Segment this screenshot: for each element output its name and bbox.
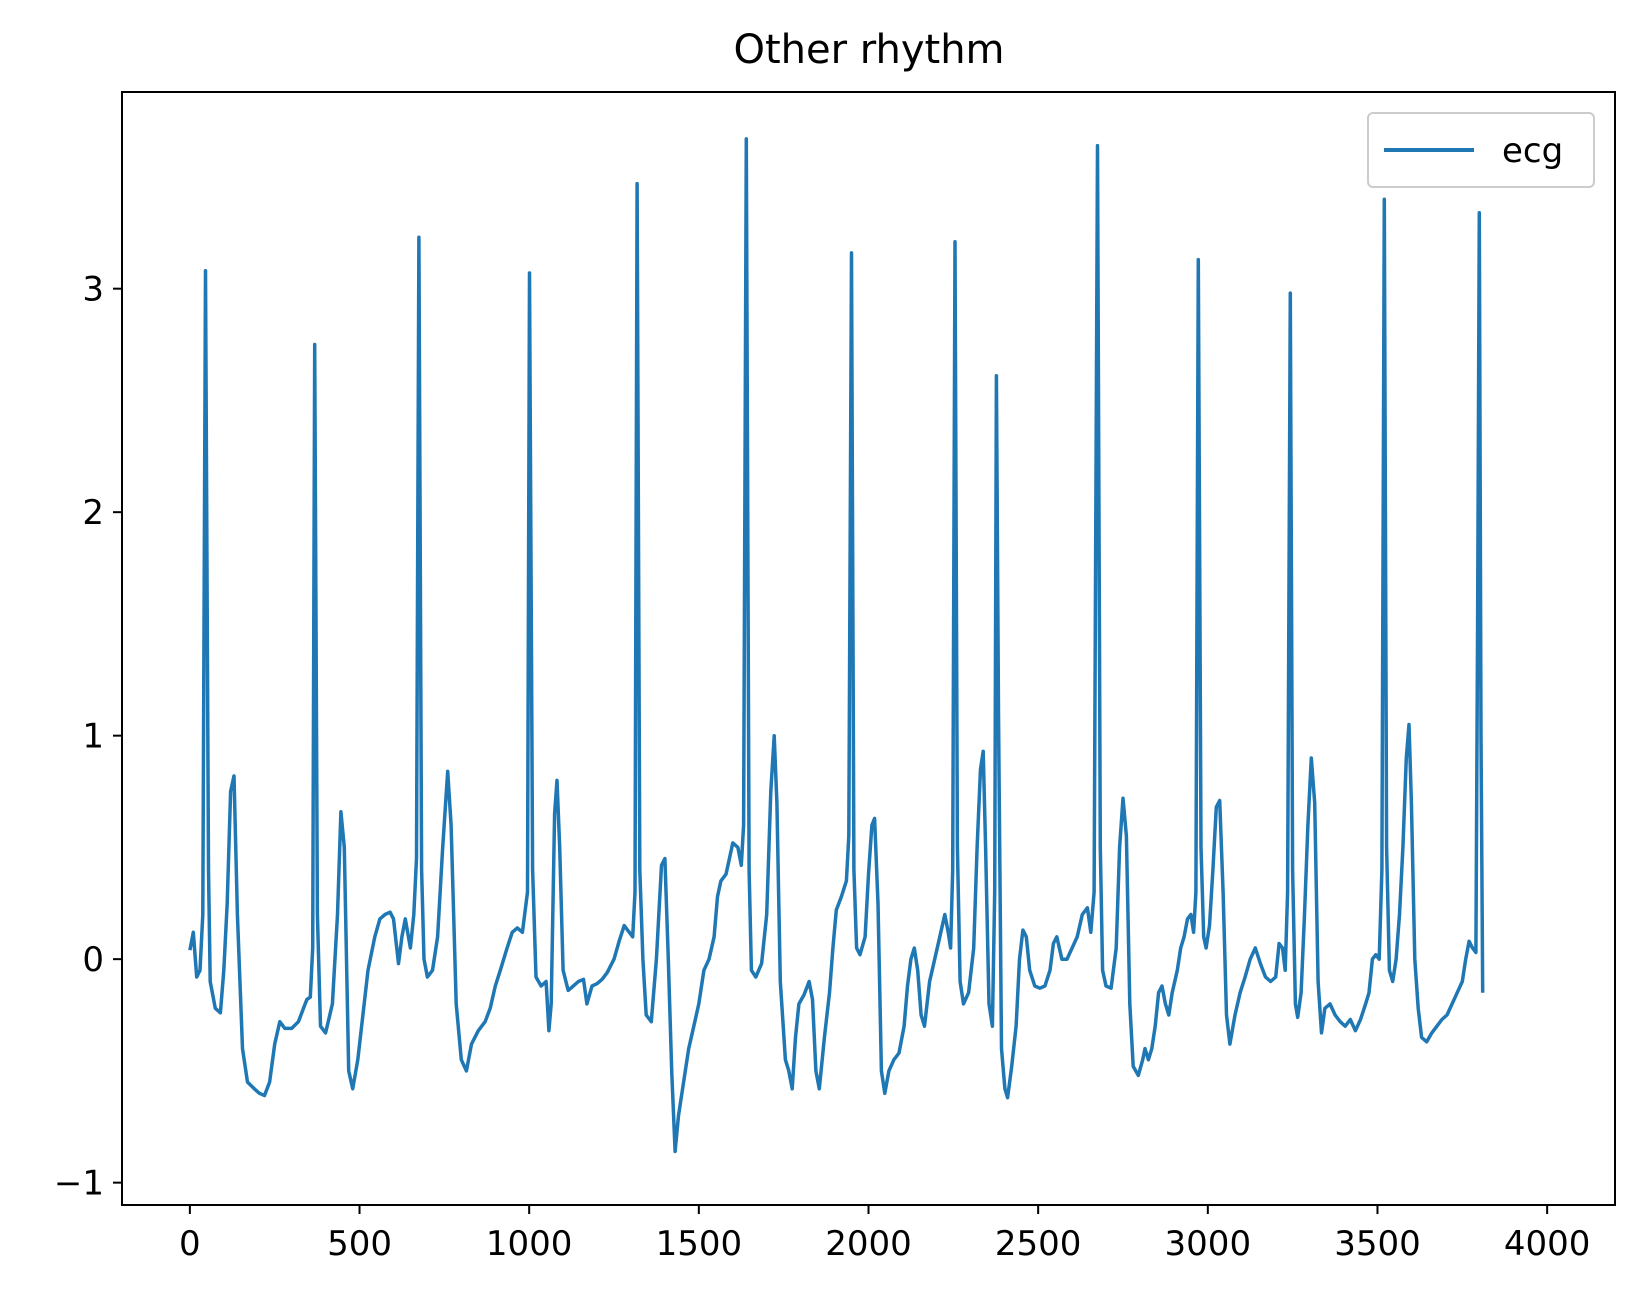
x-axis-ticks: 0 500 1000 1500 2000 2500 3000 3500 4000 [179, 1205, 1590, 1264]
x-tick-label: 1000 [486, 1224, 573, 1264]
legend-box [1367, 112, 1595, 188]
series-line-ecg [188, 137, 1485, 1154]
y-tick-label: 0 [82, 940, 104, 980]
y-tick-label: 2 [82, 493, 104, 533]
plot-area-frame [121, 91, 1616, 1206]
x-tick-label: 1500 [656, 1224, 743, 1264]
y-axis-ticks: −1 0 1 2 3 [54, 270, 122, 1204]
x-tick-label: 4000 [1504, 1224, 1591, 1264]
legend-label-ecg: ecg [1502, 131, 1563, 171]
x-tick-label: 3500 [1334, 1224, 1421, 1264]
x-tick-label: 0 [179, 1224, 201, 1264]
x-tick-label: 500 [327, 1224, 392, 1264]
legend: ecg [1367, 112, 1595, 188]
plot-series [188, 137, 1485, 1154]
y-tick-label: 3 [82, 270, 104, 310]
y-tick-label: 1 [82, 717, 104, 757]
x-tick-label: 2500 [995, 1224, 1082, 1264]
x-tick-label: 3000 [1165, 1224, 1252, 1264]
x-tick-label: 2000 [825, 1224, 912, 1264]
chart-title: Other rhythm [733, 27, 1004, 73]
y-tick-label: −1 [54, 1164, 104, 1204]
